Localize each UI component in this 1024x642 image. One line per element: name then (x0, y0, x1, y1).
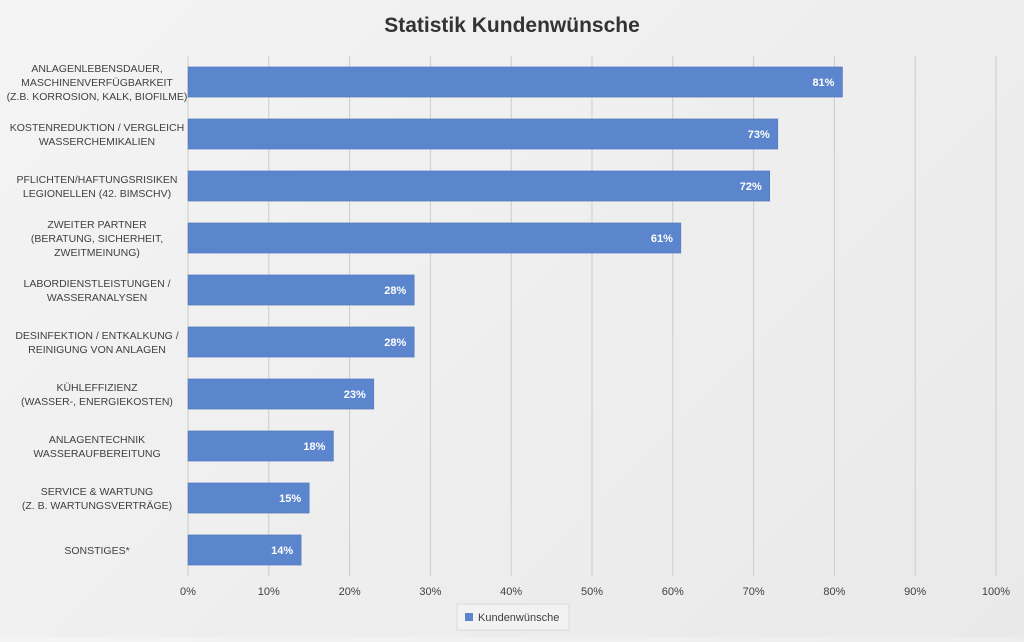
category-label: (BERATUNG, SICHERHEIT, (31, 233, 163, 245)
bar-value-label: 81% (812, 77, 834, 89)
legend: Kundenwünsche (456, 603, 570, 631)
category-label: DESINFEKTION / ENTKALKUNG / (15, 330, 178, 342)
category-label: ZWEITER PARTNER (47, 219, 147, 231)
bar-value-label: 23% (344, 389, 366, 401)
bar (187, 118, 779, 150)
category-label: REINIGUNG VON ANLAGEN (28, 344, 166, 356)
legend-label: Kundenwünsche (478, 612, 559, 624)
category-label: WASSERCHEMIKALIEN (39, 136, 155, 148)
bar (187, 222, 682, 254)
bar (187, 274, 415, 306)
x-tick-label: 30% (419, 586, 441, 598)
bar (187, 378, 375, 410)
category-label: MASCHINENVERFÜGBARKEIT (21, 77, 173, 89)
x-tick-label: 10% (258, 586, 280, 598)
bar-value-label: 73% (748, 129, 770, 141)
bar (187, 430, 334, 462)
x-tick-label: 20% (339, 586, 361, 598)
bar-value-label: 14% (271, 545, 293, 557)
bar-value-label: 72% (740, 181, 762, 193)
chart-title: Statistik Kundenwünsche (384, 14, 640, 37)
category-label: ANLAGENTECHNIK (49, 434, 145, 446)
category-label: ZWEITMEINUNG) (54, 247, 140, 259)
category-label: WASSERANALYSEN (47, 292, 147, 304)
x-axis-ticks: 0% 10% 20% 30% 40% 50% 60% 70% 80% 90% 100% (180, 586, 1010, 598)
category-label: PFLICHTEN/HAFTUNGSRISIKEN (16, 174, 177, 186)
category-label: KÜHLEFFIZIENZ (56, 382, 138, 394)
legend-swatch (465, 613, 473, 621)
category-label: SONSTIGES* (64, 545, 129, 557)
category-label: (WASSER-, ENERGIEKOSTEN) (21, 396, 173, 408)
bar-value-label: 61% (651, 233, 673, 245)
bar (187, 482, 310, 514)
bar (187, 326, 415, 358)
x-tick-label: 70% (743, 586, 765, 598)
bar (187, 534, 302, 566)
bar-value-label: 18% (303, 441, 325, 453)
bar (187, 170, 771, 202)
category-label: ANLAGENLEBENSDAUER, (31, 63, 162, 75)
category-labels: ANLAGENLEBENSDAUER, MASCHINENVERFÜGBARKEI… (7, 63, 188, 557)
bars: 81% 73% 72% 61% 28% 28% 23% 18% 15% 14% (187, 66, 843, 566)
x-tick-label: 60% (662, 586, 684, 598)
category-label: LABORDIENSTLEISTUNGEN / (23, 278, 170, 290)
x-tick-label: 100% (982, 586, 1010, 598)
category-label: (Z.B. KORROSION, KALK, BIOFILME) (7, 91, 188, 103)
bar-value-label: 28% (384, 285, 406, 297)
x-tick-label: 90% (904, 586, 926, 598)
bar-value-label: 15% (279, 493, 301, 505)
category-label: SERVICE & WARTUNG (41, 486, 153, 498)
category-label: LEGIONELLEN (42. BIMSCHV) (23, 188, 171, 200)
bar-value-label: 28% (384, 337, 406, 349)
category-label: WASSERAUFBEREITUNG (33, 448, 160, 460)
bar (187, 66, 843, 98)
x-tick-label: 80% (823, 586, 845, 598)
category-label: (Z. B. WARTUNGSVERTRÄGE) (22, 500, 172, 512)
legend-box (456, 603, 570, 631)
x-tick-label: 40% (500, 586, 522, 598)
x-tick-label: 50% (581, 586, 603, 598)
x-tick-label: 0% (180, 586, 196, 598)
category-label: KOSTENREDUKTION / VERGLEICH (10, 122, 184, 134)
